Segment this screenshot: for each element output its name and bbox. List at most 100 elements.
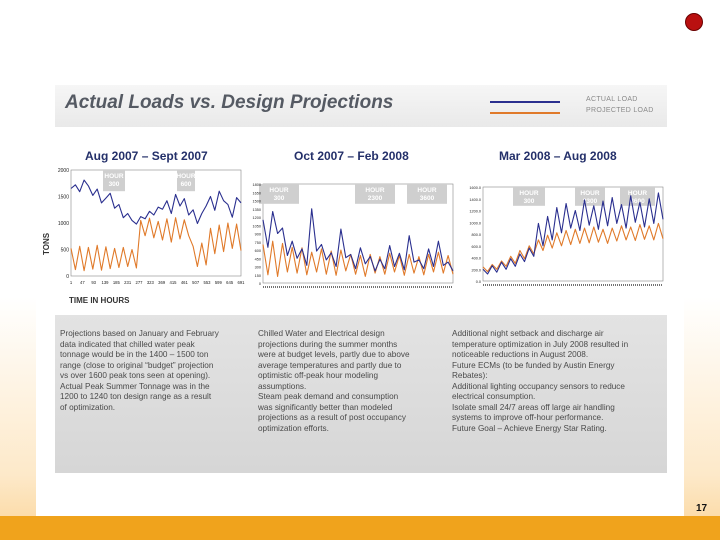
- title-band: Actual Loads vs. Design Projections ACTU…: [55, 85, 667, 127]
- y-tick-label: 150: [255, 274, 261, 278]
- x-tick-label: 139: [102, 280, 110, 285]
- annotation-band: [177, 170, 195, 192]
- y-tick-label: 1800: [253, 183, 261, 187]
- y-tick-label: 0.0: [476, 280, 481, 284]
- y-tick-label: 1400.0: [469, 198, 481, 202]
- y-tick-label: 1350: [253, 208, 261, 212]
- series-actual-load: [482, 192, 664, 275]
- notes-box: Projections based on January and Februar…: [55, 315, 667, 473]
- note-column-2: Chilled Water and Electrical design proje…: [258, 329, 453, 434]
- x-tick-label: 323: [147, 280, 155, 285]
- x-tick-label: 691: [238, 280, 246, 285]
- y-tick-label: 0: [66, 274, 69, 280]
- y-tick-label: 1500: [58, 195, 69, 201]
- y-tick-label: 1000.0: [469, 221, 481, 225]
- x-tick-label: 185: [113, 280, 121, 285]
- series-actual-load: [262, 208, 454, 272]
- y-tick-label: 1000: [58, 221, 69, 227]
- chart-aug-sept-2007: HOUR 300 HOUR 600 2000 1500 1000 500 0 1 47 93 139 18…: [55, 160, 245, 290]
- chart-mar-aug-2008: HOUR 300 HOUR 2300 HOUR 3600 1600.0 1400.0 1200.…: [455, 183, 667, 293]
- note-line: Additional night setback and discharge a…: [452, 329, 604, 338]
- series-projected-load: [70, 217, 242, 272]
- y-tick-label: 600.0: [471, 245, 481, 249]
- note-column-3: Additional night setback and discharge a…: [452, 329, 664, 434]
- note-line: temperature optimization in July 2008 re…: [452, 339, 629, 349]
- series-projected-load: [482, 222, 664, 273]
- x-tick-label: 553: [204, 280, 212, 285]
- note-line: data indicated that chilled water peak: [60, 339, 195, 349]
- note-line: optimistic off-peak hour modeling: [258, 371, 378, 380]
- slide-title: Actual Loads vs. Design Projections: [65, 92, 394, 113]
- series-projected-load: [262, 240, 454, 277]
- note-line: electrical consumption.: [452, 392, 536, 401]
- annotation-label: HOUR: [176, 173, 195, 180]
- note-line: range (close to original “budget” projec…: [60, 360, 214, 370]
- note-line: Future Goal – Achieve Energy Star Rating…: [452, 423, 607, 433]
- y-axis-label: TONS: [42, 232, 51, 255]
- legend-actual-label: ACTUAL LOAD: [586, 96, 638, 103]
- x-tick-label: 369: [158, 280, 166, 285]
- annotation-label: 300: [274, 195, 285, 202]
- note-line: vs over 1600 peak tons seen at opening).: [60, 371, 211, 380]
- x-tick-label: 415: [170, 280, 178, 285]
- note-line: was significantly better than modeled: [258, 402, 393, 412]
- bottom-bar: [0, 516, 720, 540]
- note-line: Chilled Water and Electrical design: [258, 329, 385, 338]
- note-line: projections during the summer months: [258, 339, 398, 349]
- series-actual-load: [70, 179, 242, 225]
- y-tick-label: 900: [255, 233, 261, 237]
- chart-svg: HOUR300HOUR2300HOUR360018001650150013501…: [253, 183, 454, 288]
- annotation-label: HOUR: [269, 187, 288, 194]
- chart-oct-feb-2008: HOUR 300 HOUR 2300 HOUR 3600 1800 1650 1500 1350 1…: [247, 180, 457, 295]
- annotation-label: 600: [181, 181, 192, 188]
- y-tick-label: 1200.0: [469, 210, 481, 214]
- legend: ACTUAL LOAD PROJECTED LOAD: [490, 93, 665, 123]
- y-tick-label: 600: [255, 249, 261, 253]
- note-line: optimization efforts.: [258, 423, 329, 433]
- note-line: Rebates):: [452, 371, 488, 380]
- x-tick-label: 461: [181, 280, 189, 285]
- x-tick-label: 93: [91, 280, 96, 285]
- legend-projected-label: PROJECTED LOAD: [586, 107, 654, 114]
- annotation-label: 2300: [583, 198, 598, 205]
- annotation-label: HOUR: [628, 190, 647, 197]
- annotation-label: 3600: [420, 195, 435, 202]
- note-line: tonnage would be in the 1400 – 1500 ton: [60, 350, 209, 359]
- y-tick-label: 300: [255, 266, 261, 270]
- annotation-label: HOUR: [104, 173, 123, 180]
- annotation-band: [620, 187, 655, 206]
- annotation-label: HOUR: [365, 187, 384, 194]
- note-line: Steam peak demand and consumption: [258, 392, 399, 401]
- annotation-label: 300: [524, 198, 535, 205]
- annotation-band: [575, 187, 605, 206]
- annotation-band: [103, 170, 125, 192]
- annotation-band: [513, 187, 545, 206]
- annotation-label: 2300: [368, 195, 383, 202]
- y-tick-label: 2000: [58, 168, 69, 174]
- period-title-2: Oct 2007 – Feb 2008: [294, 149, 409, 163]
- note-line: Future ECMs (to be funded by Austin Ener…: [452, 360, 615, 370]
- annotation-band: [259, 184, 299, 204]
- annotation-label: HOUR: [519, 190, 538, 197]
- y-tick-label: 200.0: [471, 268, 481, 272]
- chart-svg: HOUR300HOUR2300HOUR36001600.01400.01200.…: [469, 186, 664, 286]
- note-line: projections as a result of post occupanc…: [258, 413, 406, 422]
- x-tick-label: 507: [192, 280, 200, 285]
- note-line: 1200 to 1240 ton design range as a resul…: [60, 392, 212, 401]
- legend-projected: PROJECTED LOAD: [490, 107, 665, 119]
- annotation-label: 300: [109, 181, 120, 188]
- y-tick-label: 1650: [253, 191, 261, 195]
- red-dot-marker: [685, 13, 703, 31]
- note-line: systems to improve off-hour performance.: [452, 413, 604, 422]
- note-line: were at budget levels, partly due to abo…: [258, 350, 410, 359]
- x-axis-label: TIME IN HOURS: [69, 296, 130, 305]
- page-number: 17: [696, 503, 708, 514]
- annotation-label: HOUR: [580, 190, 599, 197]
- x-tick-label: 599: [215, 280, 223, 285]
- note-line: assumptions.: [258, 381, 307, 391]
- y-tick-label: 800.0: [471, 233, 481, 237]
- annotation-band: [407, 184, 447, 204]
- period-title-1: Aug 2007 – Sept 2007: [85, 149, 208, 163]
- note-column-1: Projections based on January and Februar…: [60, 329, 255, 413]
